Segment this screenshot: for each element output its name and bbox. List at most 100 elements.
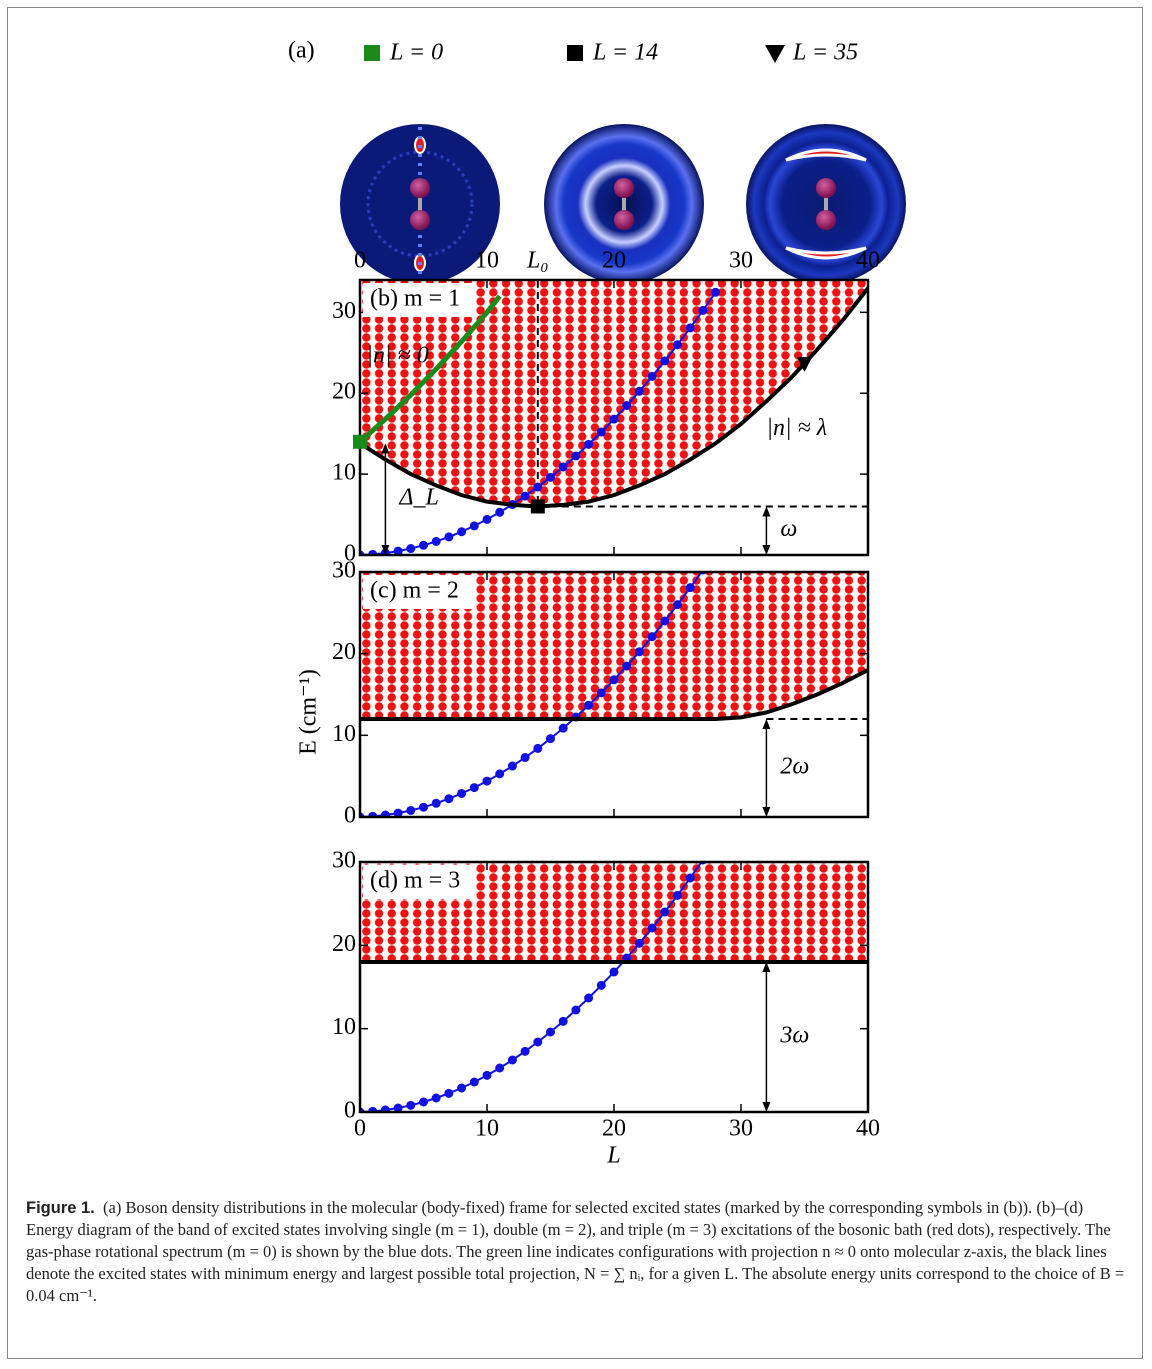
data-point: [622, 401, 632, 411]
x-tick-label: 30: [729, 1116, 753, 1142]
arrow-head: [762, 1102, 771, 1112]
density-disc: [340, 124, 500, 284]
data-point: [520, 491, 530, 501]
data-point: [457, 1083, 467, 1093]
panel-label: (c) m = 2: [370, 578, 459, 604]
legend-icon: [364, 45, 380, 61]
data-point: [711, 287, 721, 297]
y-tick-label: 10: [332, 1014, 356, 1040]
data-point: [634, 938, 644, 948]
data-point: [685, 873, 695, 883]
data-point: [482, 514, 492, 524]
data-point: [380, 1105, 390, 1112]
data-point: [660, 356, 670, 366]
legend-label: L = 14: [592, 40, 658, 66]
excited-band: [360, 572, 868, 719]
data-point: [647, 632, 657, 642]
data-point: [698, 305, 708, 315]
data-point: [596, 427, 606, 437]
data-point: [368, 1106, 378, 1112]
data-point: [431, 798, 441, 808]
data-point: [584, 700, 594, 710]
marker: [530, 499, 545, 514]
panel-label-bg: [363, 283, 475, 317]
data-point: [584, 439, 594, 449]
series-line: [360, 294, 502, 444]
plot-area: [360, 572, 868, 817]
data-point: [419, 1097, 428, 1107]
data-point: [546, 1027, 555, 1037]
annotation: |n| ≈ λ: [766, 415, 827, 441]
data-point: [393, 808, 403, 817]
annotation: |n| ≈ 0: [366, 342, 428, 368]
data-point: [495, 769, 505, 779]
data-point: [622, 661, 632, 671]
data-point: [596, 980, 606, 990]
data-point: [520, 1046, 530, 1056]
data-point: [431, 536, 441, 546]
marker: [353, 434, 367, 449]
density-disc: [746, 124, 906, 284]
data-point: [495, 1063, 505, 1073]
x-tick-label: 0: [354, 248, 366, 274]
y-tick-label: 0: [344, 541, 356, 567]
data-point: [393, 1103, 403, 1112]
data-point: [634, 647, 644, 657]
figure-frame: [7, 7, 1143, 1359]
data-point: [419, 540, 428, 550]
arrow-head: [762, 807, 771, 817]
data-point: [596, 688, 606, 698]
data-point: [406, 805, 416, 815]
data-point: [431, 1093, 441, 1103]
x-tick-label: 20: [602, 1116, 626, 1142]
data-point: [558, 462, 568, 472]
data-point: [507, 761, 517, 771]
series-line: [360, 668, 868, 721]
data-point: [495, 507, 505, 517]
panel-label: (d) m = 3: [370, 868, 460, 894]
data-point: [558, 1016, 568, 1026]
arrow-head: [381, 443, 390, 454]
legend-item: L = 14: [567, 40, 658, 66]
data-point: [380, 810, 390, 817]
arrow-head: [762, 962, 771, 972]
data-point: [482, 776, 492, 786]
plot-area: [360, 280, 868, 555]
y-tick-label: 20: [332, 931, 356, 957]
data-point: [660, 616, 670, 626]
series-line: [360, 286, 868, 509]
data-point: [469, 783, 479, 793]
y-axis-label: E (cm⁻¹): [296, 669, 322, 755]
data-point: [444, 794, 454, 804]
data-point: [647, 923, 657, 933]
legend-icon: [765, 45, 785, 63]
arrow-label: 3ω: [779, 1023, 809, 1049]
y-tick-label: 30: [332, 298, 356, 324]
panel-label-bg: [363, 575, 475, 609]
data-point: [368, 811, 378, 817]
marker: [796, 357, 813, 372]
excited-band: [360, 280, 868, 507]
data-point: [673, 340, 682, 350]
data-point: [546, 734, 555, 744]
legend-icon: [567, 45, 583, 61]
data-point: [457, 527, 467, 537]
x-tick-label: 10: [475, 1116, 499, 1142]
data-point: [609, 414, 619, 424]
series-line: [360, 572, 703, 817]
data-point: [393, 546, 403, 555]
data-point: [444, 532, 454, 542]
x-tick-label: 40: [856, 1116, 880, 1142]
panel-label-bg: [363, 865, 475, 899]
data-point: [469, 521, 479, 531]
arrow-head: [762, 719, 771, 729]
caption: Figure 1. (a) Boson density distribution…: [26, 1197, 1126, 1307]
data-point: [685, 583, 695, 593]
y-tick-label: 0: [344, 803, 356, 829]
legend-label: L = 35: [792, 40, 858, 66]
y-tick-label: 20: [332, 379, 356, 405]
arrow-label: ω: [780, 516, 797, 542]
data-point: [673, 890, 682, 900]
panel-label: (a): [288, 38, 315, 64]
data-point: [482, 1070, 492, 1080]
